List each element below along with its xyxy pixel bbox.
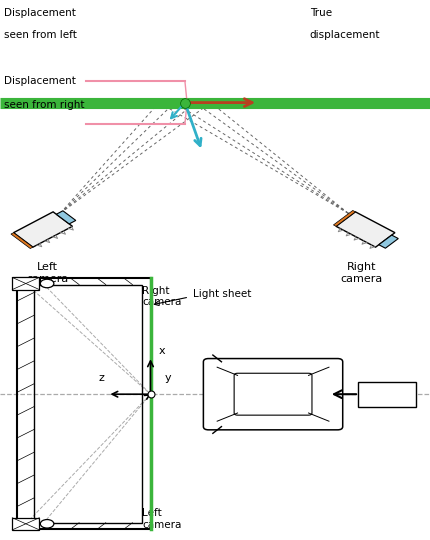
- Text: Displacement: Displacement: [4, 76, 76, 86]
- FancyBboxPatch shape: [12, 518, 40, 530]
- Text: y: y: [164, 373, 171, 383]
- Circle shape: [40, 279, 54, 288]
- Text: Flow: Flow: [376, 389, 402, 399]
- Text: seen from right: seen from right: [4, 100, 85, 110]
- Text: Displacement: Displacement: [4, 8, 76, 18]
- Text: seen from left: seen from left: [4, 30, 77, 40]
- Text: True: True: [310, 8, 332, 18]
- Text: displacement: displacement: [310, 30, 380, 40]
- Polygon shape: [14, 212, 72, 247]
- Circle shape: [40, 519, 54, 528]
- Text: x: x: [159, 346, 166, 356]
- Polygon shape: [379, 235, 398, 248]
- Polygon shape: [56, 211, 76, 224]
- Polygon shape: [336, 212, 395, 247]
- Text: z: z: [98, 373, 104, 383]
- Text: Left
camera: Left camera: [142, 508, 181, 530]
- Text: Left
camera: Left camera: [26, 262, 68, 284]
- Polygon shape: [333, 211, 356, 226]
- Polygon shape: [11, 233, 33, 248]
- FancyBboxPatch shape: [12, 278, 40, 289]
- Text: Right
camera: Right camera: [340, 262, 382, 284]
- Text: Light sheet: Light sheet: [194, 289, 252, 299]
- FancyBboxPatch shape: [358, 381, 416, 407]
- FancyBboxPatch shape: [203, 359, 343, 430]
- Text: Right
camera: Right camera: [142, 286, 181, 307]
